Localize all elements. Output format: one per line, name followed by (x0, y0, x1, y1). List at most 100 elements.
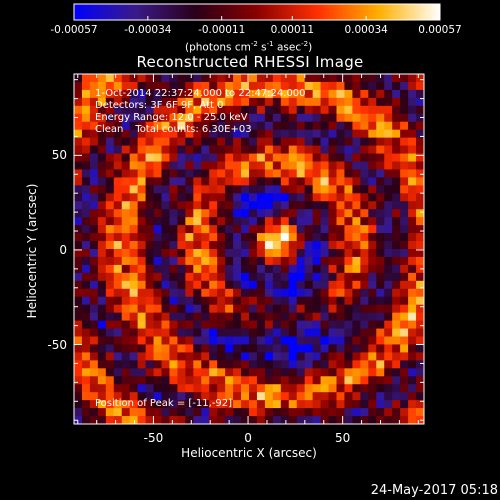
heatmap-cell (312, 217, 322, 226)
heatmap-cell (153, 113, 163, 123)
heatmap-cell (272, 360, 282, 369)
heatmap-cell (209, 177, 218, 186)
heatmap-cell (201, 249, 210, 258)
heatmap-cell (280, 233, 290, 242)
heatmap-cell (74, 169, 83, 178)
heatmap-cell (201, 336, 210, 346)
heatmap-cell (201, 304, 210, 314)
heatmap-cell (320, 384, 330, 393)
heatmap-cell (312, 312, 322, 322)
heatmap-cell (256, 113, 266, 123)
heatmap-cell (177, 137, 186, 147)
heatmap-cell (320, 344, 330, 353)
heatmap-cell (97, 233, 107, 242)
heatmap-cell (416, 97, 424, 107)
heatmap-cell (81, 137, 91, 147)
heatmap-cell (97, 129, 107, 139)
heatmap-cell (185, 344, 194, 353)
heatmap-cell (209, 384, 218, 393)
heatmap-cell (408, 296, 417, 306)
heatmap-cell (89, 97, 99, 107)
heatmap-cell (360, 105, 369, 115)
heatmap-cell (161, 352, 171, 361)
heatmap-cell (137, 352, 147, 361)
heatmap-cell (233, 400, 242, 409)
heatmap-cell (296, 384, 306, 393)
heatmap-cell (320, 241, 330, 250)
heatmap-cell (328, 264, 338, 274)
heatmap-cell (89, 233, 99, 242)
heatmap-cell (74, 209, 83, 218)
heatmap-cell (256, 376, 266, 385)
heatmap-cell (280, 280, 290, 290)
heatmap-cell (360, 161, 369, 171)
heatmap-cell (89, 400, 99, 409)
heatmap-cell (74, 320, 83, 330)
heatmap-cell (161, 376, 171, 385)
heatmap-cell (217, 368, 226, 377)
heatmap-cell (312, 384, 322, 393)
heatmap-cell (256, 256, 266, 266)
heatmap-cell (360, 145, 369, 155)
heatmap-cell (81, 320, 91, 330)
heatmap-cell (137, 376, 147, 385)
heatmap-cell (105, 256, 115, 266)
heatmap-cell (193, 113, 202, 123)
heatmap-cell (392, 89, 401, 99)
heatmap-cell (145, 360, 155, 369)
heatmap-cell (129, 169, 139, 178)
heatmap-cell (161, 89, 171, 99)
heatmap-cell (225, 169, 234, 178)
heatmap-cell (169, 169, 178, 178)
heatmap-cell (201, 185, 210, 194)
heatmap-cell (272, 368, 282, 377)
heatmap-cell (161, 336, 171, 346)
heatmap-cell (137, 97, 147, 107)
heatmap-cell (296, 177, 306, 186)
heatmap-cell (368, 241, 377, 250)
heatmap-cell (416, 81, 424, 91)
heatmap-cell (296, 129, 306, 139)
heatmap-cell (392, 256, 401, 266)
heatmap-cell (81, 193, 91, 202)
heatmap-cell (344, 296, 353, 306)
heatmap-cell (368, 312, 377, 322)
heatmap-cell (416, 400, 424, 409)
heatmap-cell (74, 256, 83, 266)
heatmap-cell (328, 193, 338, 202)
heatmap-cell (336, 193, 346, 202)
heatmap-cell (344, 336, 353, 346)
heatmap-cell (233, 185, 242, 194)
heatmap-cell (193, 153, 202, 163)
heatmap-cell (81, 201, 91, 210)
heatmap-cell (368, 384, 377, 393)
heatmap-cell (400, 288, 409, 298)
heatmap-cell (185, 392, 194, 401)
heatmap-cell (256, 272, 266, 282)
heatmap-cell (201, 312, 210, 322)
heatmap-cell (296, 344, 306, 353)
heatmap-cell (121, 145, 131, 155)
heatmap-cell (201, 400, 210, 409)
heatmap-cell (209, 288, 218, 298)
heatmap-cell (400, 113, 409, 123)
heatmap-cell (137, 328, 147, 338)
heatmap-cell (336, 153, 346, 163)
heatmap-cell (153, 169, 163, 178)
heatmap-cell (74, 360, 83, 369)
heatmap-cell (344, 169, 353, 178)
heatmap-cell (408, 280, 417, 290)
heatmap-cell (264, 193, 274, 202)
heatmap-cell (408, 264, 417, 274)
heatmap-cell (400, 201, 409, 210)
heatmap-cell (344, 376, 353, 385)
heatmap-cell (233, 272, 242, 282)
heatmap-cell (400, 169, 409, 178)
heatmap-cell (169, 153, 178, 163)
heatmap-cell (217, 272, 226, 282)
heatmap-cell (97, 320, 107, 330)
heatmap-cell (129, 416, 139, 424)
heatmap-cell (177, 193, 186, 202)
heatmap-cell (256, 89, 266, 99)
heatmap-cell (193, 352, 202, 361)
